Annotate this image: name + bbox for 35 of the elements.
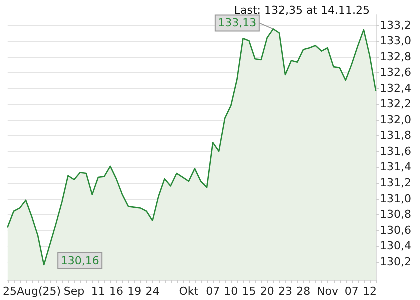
y-tick-label: 132,0	[380, 113, 412, 126]
y-tick-label: 132,2	[380, 98, 412, 111]
y-tick-label: 131,8	[380, 129, 412, 142]
y-tick-label: 130,8	[380, 208, 412, 222]
x-tick-label: 12	[362, 285, 377, 298]
y-tick-label: 132,8	[380, 50, 412, 64]
x-tick-label: Okt	[179, 285, 200, 298]
y-tick-label: 133,0	[380, 34, 412, 48]
x-tick-label: Sep	[64, 285, 85, 298]
y-tick-label: 131,4	[380, 160, 412, 174]
x-tick-label: 25Aug(25)	[2, 285, 62, 298]
x-tick-label: 11	[91, 285, 106, 298]
x-tick-label: 10	[224, 285, 238, 298]
y-tick-label: 132,4	[380, 82, 412, 95]
x-tick-label: 28	[296, 285, 311, 298]
y-tick-label: 131,2	[380, 176, 412, 190]
annotation: 130,16	[60, 254, 100, 268]
y-tick-label: 133,2	[380, 18, 412, 32]
x-tick-label: 07	[206, 285, 220, 298]
x-tick-label: 07	[344, 285, 359, 298]
x-tick-label: 19	[128, 285, 142, 298]
x-tick-label: 16	[110, 285, 124, 298]
x-tick-label: Nov	[316, 285, 339, 298]
chart-title: Last: 132,35 at 14.11.25	[234, 4, 370, 17]
y-tick-label: 132,6	[380, 66, 412, 80]
y-tick-label: 130,6	[380, 224, 412, 237]
y-tick-label: 131,6	[380, 144, 412, 158]
x-tick-label: 23	[278, 285, 292, 298]
y-tick-label: 131,0	[380, 192, 412, 206]
x-tick-label: 24	[146, 285, 160, 298]
annotation: 133,13	[218, 16, 257, 30]
x-tick-label: 20	[260, 285, 274, 298]
y-tick-label: 130,2	[380, 255, 412, 268]
y-tick-label: 130,4	[380, 240, 412, 253]
x-tick-label: 15	[242, 285, 256, 298]
